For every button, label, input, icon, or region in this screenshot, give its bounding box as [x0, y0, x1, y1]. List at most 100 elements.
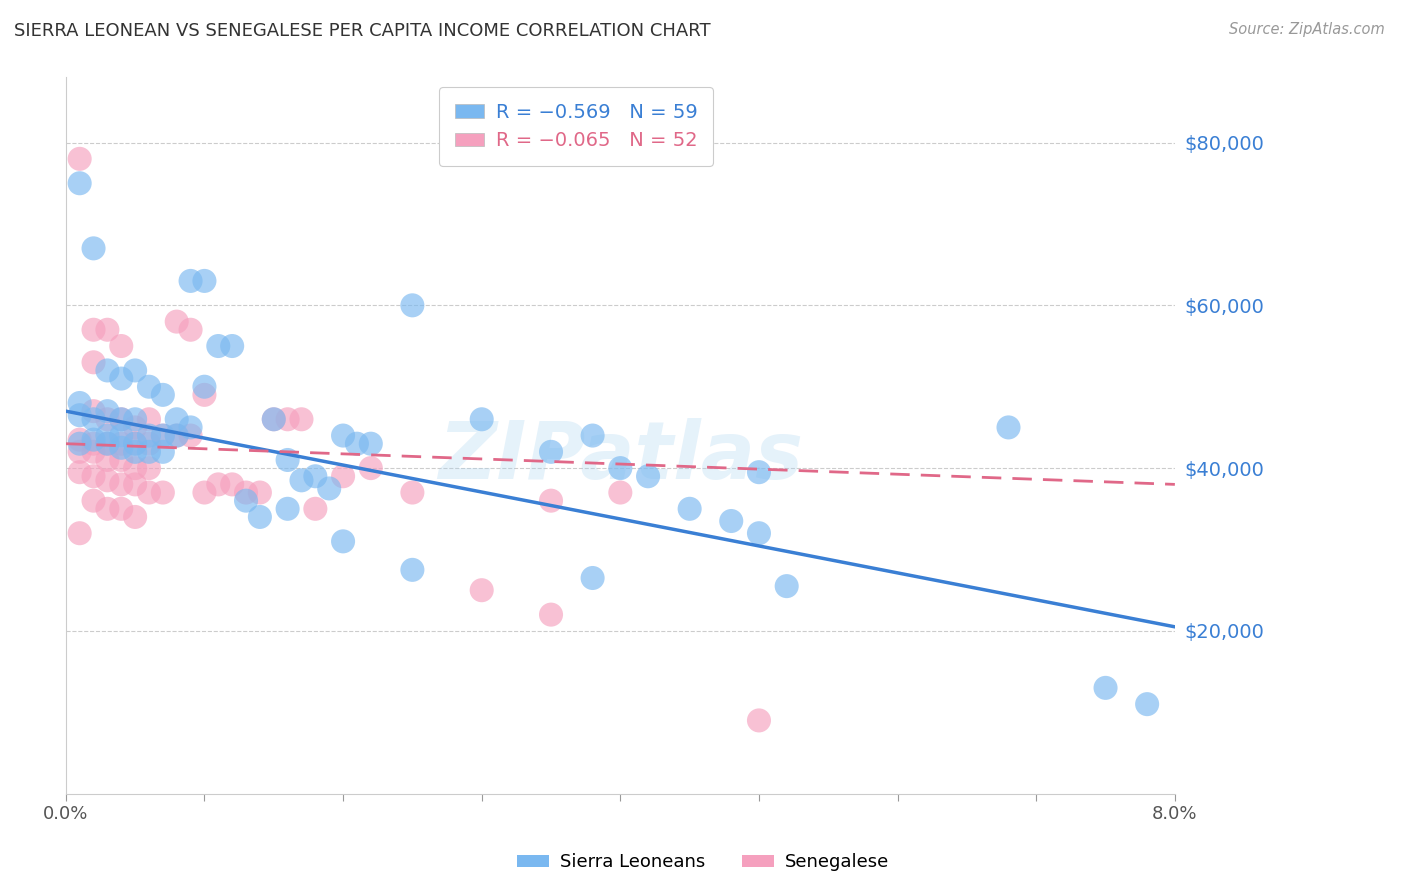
Point [83, 433, 105, 447]
Point [110, 441, 132, 455]
Point [304, 469, 326, 483]
Point [221, 477, 243, 491]
Point [332, 428, 354, 442]
Point [124, 420, 146, 434]
Point [110, 501, 132, 516]
Point [69, 445, 91, 459]
Point [138, 380, 160, 394]
Point [679, 501, 702, 516]
Point [69, 176, 91, 190]
Point [110, 412, 132, 426]
Point [277, 412, 299, 426]
Point [748, 526, 770, 541]
Point [180, 274, 202, 288]
Point [776, 579, 799, 593]
Point [180, 428, 202, 442]
Point [124, 412, 146, 426]
Legend: R = −0.569   N = 59, R = −0.065   N = 52: R = −0.569 N = 59, R = −0.065 N = 52 [439, 87, 713, 166]
Legend: Sierra Leoneans, Senegalese: Sierra Leoneans, Senegalese [509, 847, 897, 879]
Point [138, 428, 160, 442]
Point [263, 412, 285, 426]
Point [124, 363, 146, 377]
Text: Source: ZipAtlas.com: Source: ZipAtlas.com [1229, 22, 1385, 37]
Point [110, 428, 132, 442]
Point [207, 339, 229, 353]
Point [152, 428, 174, 442]
Point [332, 469, 354, 483]
Point [249, 485, 271, 500]
Point [96, 363, 118, 377]
Point [83, 412, 105, 426]
Point [69, 433, 91, 447]
Point [138, 445, 160, 459]
Point [124, 445, 146, 459]
Point [83, 404, 105, 418]
Point [152, 428, 174, 442]
Point [290, 412, 312, 426]
Point [110, 453, 132, 467]
Point [138, 461, 160, 475]
Point [249, 510, 271, 524]
Point [180, 420, 202, 434]
Point [235, 493, 257, 508]
Point [69, 436, 91, 450]
Point [138, 485, 160, 500]
Point [69, 465, 91, 479]
Point [96, 473, 118, 487]
Point [83, 469, 105, 483]
Point [748, 714, 770, 728]
Point [207, 477, 229, 491]
Point [124, 436, 146, 450]
Point [471, 583, 494, 598]
Text: ZIPatlas: ZIPatlas [437, 418, 803, 496]
Point [540, 493, 562, 508]
Point [748, 465, 770, 479]
Point [180, 323, 202, 337]
Point [540, 445, 562, 459]
Text: SIERRA LEONEAN VS SENEGALESE PER CAPITA INCOME CORRELATION CHART: SIERRA LEONEAN VS SENEGALESE PER CAPITA … [14, 22, 710, 40]
Point [193, 388, 215, 402]
Point [637, 469, 659, 483]
Point [277, 453, 299, 467]
Point [166, 428, 188, 442]
Point [609, 485, 631, 500]
Point [110, 477, 132, 491]
Point [401, 298, 423, 312]
Point [166, 428, 188, 442]
Point [360, 461, 382, 475]
Point [193, 274, 215, 288]
Point [83, 355, 105, 369]
Point [96, 436, 118, 450]
Point [152, 485, 174, 500]
Point [1094, 681, 1116, 695]
Point [96, 404, 118, 418]
Point [1136, 697, 1159, 711]
Point [110, 436, 132, 450]
Point [193, 485, 215, 500]
Point [69, 152, 91, 166]
Point [138, 412, 160, 426]
Point [96, 436, 118, 450]
Point [110, 412, 132, 426]
Point [304, 501, 326, 516]
Point [166, 412, 188, 426]
Point [152, 388, 174, 402]
Point [318, 482, 340, 496]
Point [83, 436, 105, 450]
Point [471, 412, 494, 426]
Point [166, 315, 188, 329]
Point [96, 323, 118, 337]
Point [401, 563, 423, 577]
Point [581, 571, 603, 585]
Point [263, 412, 285, 426]
Point [124, 510, 146, 524]
Point [83, 445, 105, 459]
Point [110, 339, 132, 353]
Point [69, 526, 91, 541]
Point [138, 436, 160, 450]
Point [83, 323, 105, 337]
Point [609, 461, 631, 475]
Point [540, 607, 562, 622]
Point [277, 501, 299, 516]
Point [997, 420, 1019, 434]
